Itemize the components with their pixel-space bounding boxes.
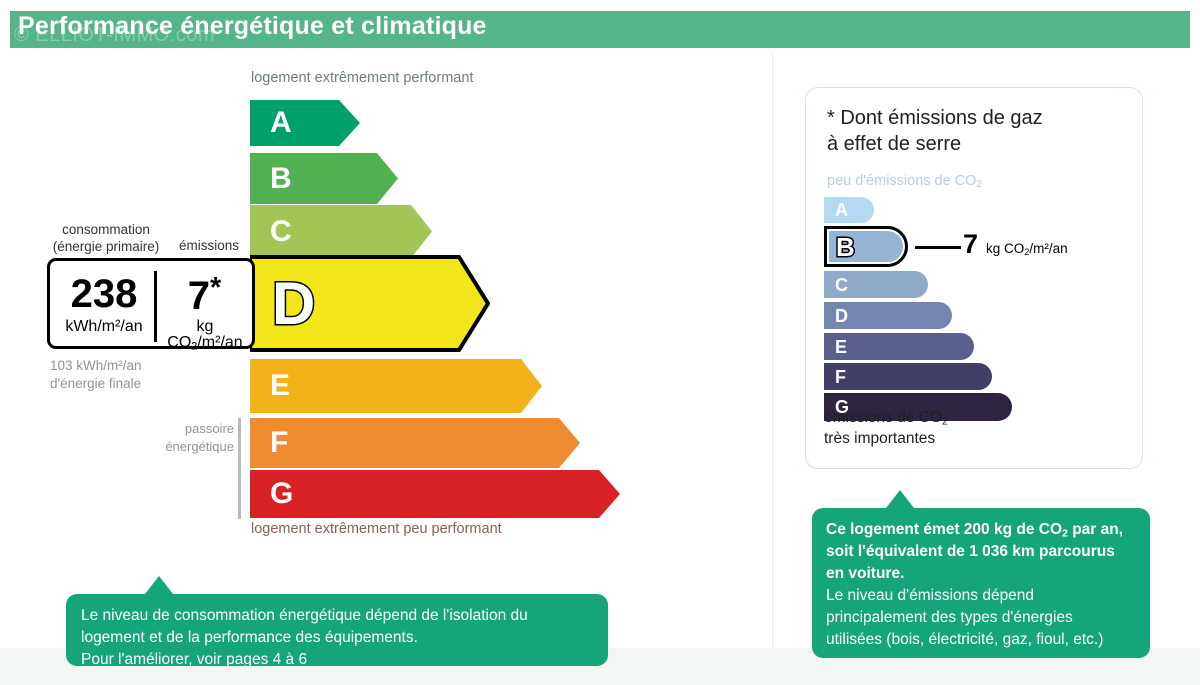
energy-bar-d-selected: D: [250, 255, 490, 352]
co2-leader-line: [915, 246, 961, 249]
callout-co2-bold-line1: Ce logement émet 200 kg de CO2 par an,: [826, 521, 1124, 540]
passoire-bracket: [238, 418, 241, 519]
energy-bar-d-shape: [250, 255, 490, 352]
callout-co2-text: Ce logement émet 200 kg de CO2 par an, s…: [826, 519, 1142, 651]
co2-bar-a: A: [824, 197, 874, 223]
energy-caption-bottom: logement extrêmement peu performant: [251, 521, 502, 537]
callout-co2-pointer: [886, 490, 914, 508]
callout-co2-bold-line1-b: par an,: [1067, 521, 1124, 538]
co2-bar-b-selected: B: [824, 226, 908, 267]
co2-bar-a-letter: A: [835, 200, 848, 220]
co2-bar-g: G: [824, 393, 1012, 421]
final-energy-line1: 103 kWh/m²/an: [50, 358, 142, 373]
energy-bar-e-letter: E: [270, 369, 291, 402]
co2-bar-c-letter: C: [835, 274, 848, 295]
callout-energy-text: Le niveau de consommation énergétique dé…: [81, 605, 596, 671]
energy-caption-top: logement extrêmement performant: [251, 70, 474, 86]
co2-bar-e-letter: E: [835, 336, 848, 357]
final-energy-note: 103 kWh/m²/an d'énergie finale: [50, 357, 142, 392]
co2-emission-number: 7: [187, 274, 211, 319]
co2-caption-bottom: émissions de CO2 très importantes: [824, 408, 948, 449]
co2-emission-value: 7*: [157, 274, 252, 316]
consumption-value-box: 238 kWh/m²/an 7* kg CO2/m²/an: [47, 258, 255, 352]
page-title: Performance énergétique et climatique: [18, 12, 487, 40]
co2-caption-bottom-sub: 2: [942, 415, 948, 428]
callout-energy-pointer: [145, 576, 173, 594]
energy-bar-d-letter: D: [270, 269, 316, 337]
energy-consumption-unit: kWh/m²/an: [65, 318, 143, 335]
co2-panel-unit-sub: 2: [1024, 247, 1030, 258]
callout-co2-line5: principalement des types d'énergies: [826, 609, 1073, 627]
energy-bar-f: F: [250, 418, 580, 468]
callout-co2-line6: utilisées (bois, électricité, gaz, fioul…: [826, 631, 1104, 649]
callout-co2-bold-line3: en voiture.: [826, 565, 905, 583]
passoire-line2: énergétique: [165, 438, 234, 454]
callout-energy-line2: logement et de la performance des équipe…: [81, 629, 418, 646]
co2-bar-f-letter: F: [835, 366, 846, 387]
consommation-label-line1: consommation: [62, 222, 150, 237]
final-energy-line2: d'énergie finale: [50, 375, 142, 391]
energy-bar-e: E: [250, 359, 542, 413]
callout-energy-line1: Le niveau de consommation énergétique dé…: [81, 607, 528, 624]
co2-bar-g-letter: G: [835, 397, 850, 417]
co2-star: *: [210, 272, 222, 304]
energy-bar-g-letter: G: [270, 477, 294, 510]
callout-co2: Ce logement émet 200 kg de CO2 par an, s…: [812, 490, 1150, 658]
energy-bar-f-letter: F: [270, 426, 289, 459]
co2-bar-b-shape: B: [824, 226, 908, 267]
co2-caption-top-sub: 2: [976, 179, 982, 191]
co2-bar-f: F: [824, 363, 992, 390]
callout-co2-bold-line1-a: Ce logement émet 200 kg de CO: [826, 521, 1063, 538]
co2-bar-c: C: [824, 271, 928, 298]
co2-panel-unit-suffix: /m²/an: [1029, 241, 1068, 256]
co2-panel-value: 7: [963, 229, 979, 259]
energy-bar-a: A: [250, 100, 360, 146]
callout-energy: Le niveau de consommation énergétique dé…: [66, 576, 608, 668]
energy-bar-g: G: [250, 470, 620, 518]
co2-caption-top-text: peu d'émissions de CO: [827, 173, 977, 189]
co2-caption-bottom-line2: très importantes: [824, 430, 936, 448]
co2-caption-top: peu d'émissions de CO2: [827, 173, 982, 190]
passoire-energetique-label: passoire énergétique: [150, 420, 234, 455]
emissions-label: émissions: [178, 238, 240, 253]
energy-bar-c: C: [250, 205, 432, 258]
callout-energy-line3: Pour l'améliorer, voir pages 4 à 6: [81, 651, 308, 668]
co2-unit-sub: 2: [191, 340, 198, 353]
co2-unit-suffix: /m²/an: [197, 334, 243, 351]
energy-bar-b-letter: B: [270, 161, 292, 195]
co2-bar-d-letter: D: [835, 305, 848, 326]
consumption-box-separator: [154, 271, 157, 342]
co2-bar-d: D: [824, 302, 952, 329]
passoire-line1: passoire: [184, 421, 234, 436]
callout-co2-line4: Le niveau d'émissions dépend: [826, 587, 1035, 605]
co2-panel-title: * Dont émissions de gaz à effet de serre: [827, 106, 1117, 157]
co2-title-line1: * Dont émissions de gaz: [827, 107, 1043, 129]
co2-caption-bottom-line1: émissions de CO: [824, 409, 943, 426]
energy-bar-b: B: [250, 153, 398, 204]
callout-co2-bold-line1-sub: 2: [1062, 527, 1068, 540]
co2-panel-unit-prefix: kg CO: [986, 241, 1025, 256]
energy-consumption-value: 238: [70, 272, 138, 316]
consommation-label: consommation (énergie primaire): [46, 222, 166, 256]
co2-title-line2: à effet de serre: [827, 132, 962, 155]
consommation-label-line2: (énergie primaire): [52, 238, 160, 254]
header-bar: [10, 11, 1190, 48]
energy-bar-a-letter: A: [270, 106, 292, 139]
co2-emission-unit: kg CO2/m²/an: [157, 319, 253, 352]
callout-co2-bold-line2: soit l'équivalent de 1 036 km parcourus: [826, 543, 1115, 561]
panel-divider: [772, 52, 773, 648]
co2-panel-unit: kg CO2/m²/an: [986, 241, 1068, 257]
co2-unit-prefix: kg CO: [167, 318, 214, 351]
energy-bar-c-letter: C: [270, 214, 292, 248]
co2-bar-e: E: [824, 333, 974, 360]
co2-bar-b-letter: B: [835, 231, 857, 262]
